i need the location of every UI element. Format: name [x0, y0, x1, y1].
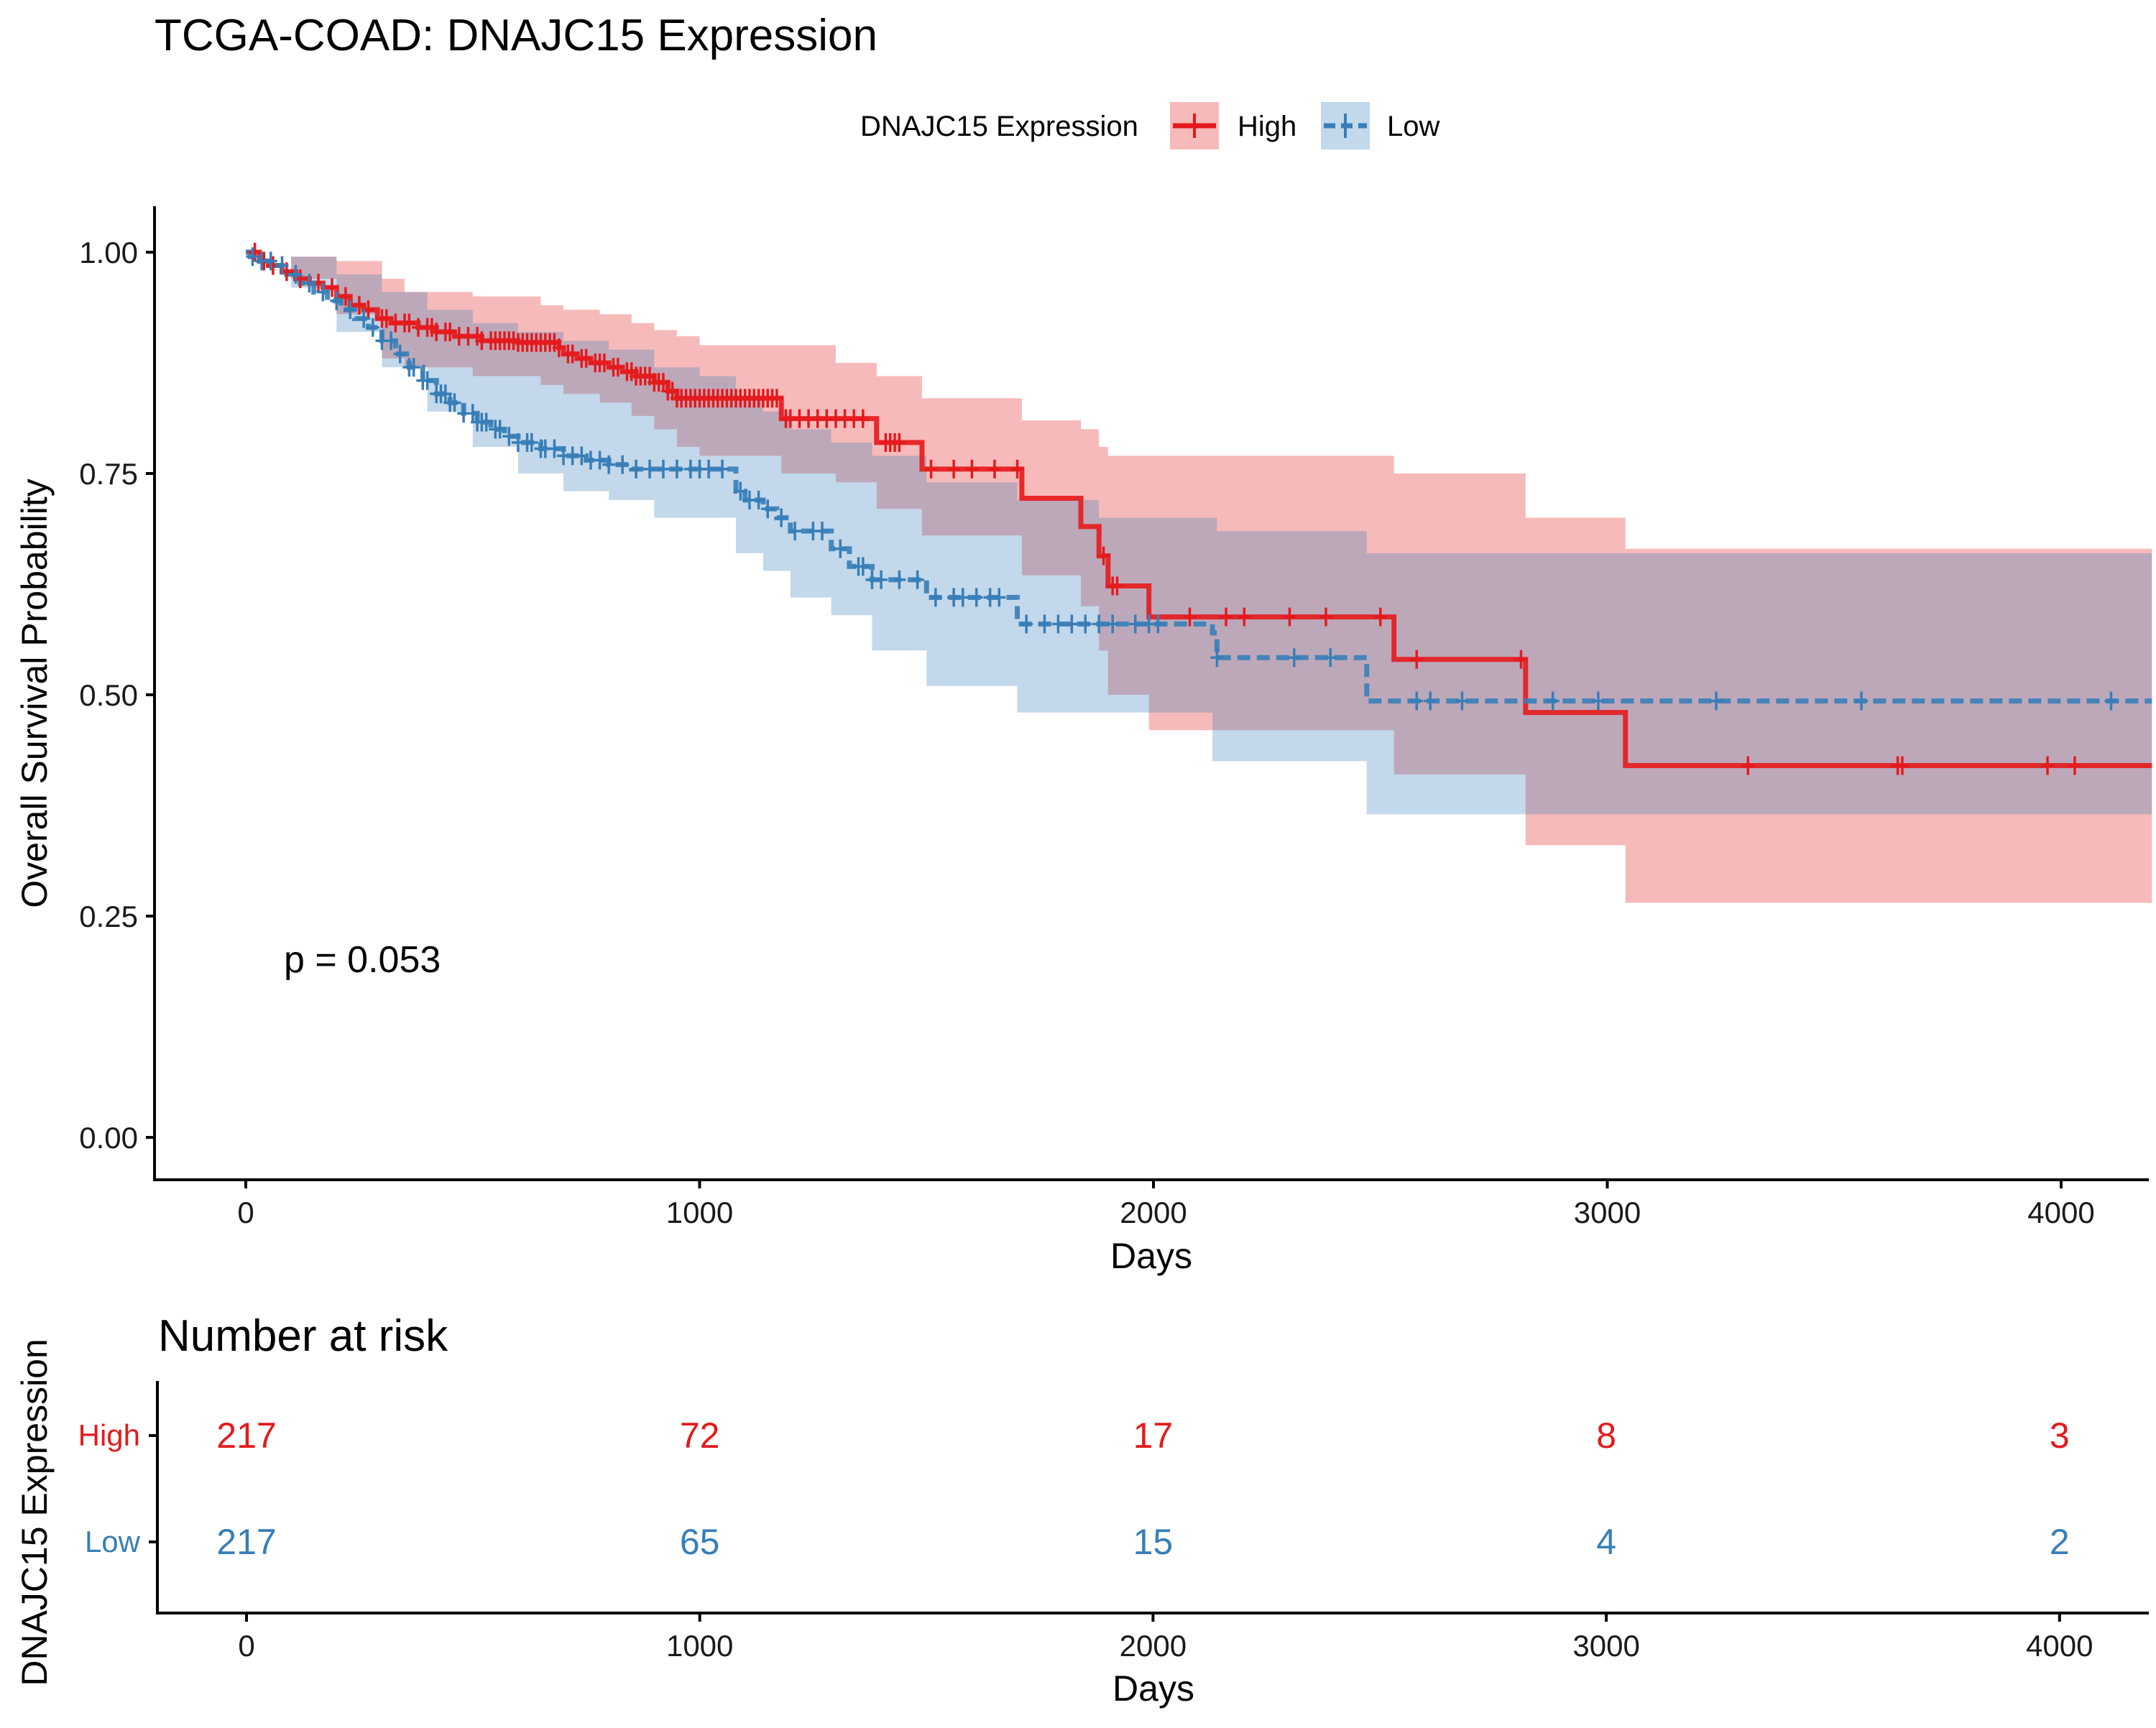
survival-panel: 0.00 0.25 0.50 0.75 1.00 0 1000 2000 3000 4000 D…	[14, 206, 2152, 1276]
risk-count-low: 15	[1133, 1522, 1174, 1562]
risk-x-tick-label: 4000	[2026, 1629, 2093, 1663]
risk-count-low: 217	[216, 1522, 276, 1562]
x-tick-label: 1000	[666, 1196, 733, 1229]
risk-count-low: 2	[2050, 1522, 2070, 1562]
risk-table-title: Number at risk	[158, 1311, 448, 1361]
y-tick-label: 0.50	[79, 678, 138, 712]
x-tick-label: 0	[237, 1196, 254, 1229]
p-value-annotation: p = 0.053	[284, 939, 441, 981]
y-tick-label: 1.00	[79, 236, 138, 269]
risk-count-low: 4	[1596, 1522, 1616, 1562]
risk-x-axis-label: Days	[1112, 1668, 1194, 1709]
risk-x-tick-label: 3000	[1572, 1629, 1639, 1663]
risk-table: Number at risk DNAJC15 Expression High 21…	[14, 1311, 2149, 1709]
risk-count-high: 72	[680, 1415, 720, 1456]
ci-band-high	[246, 252, 2152, 903]
y-tick-label: 0.75	[79, 457, 138, 491]
x-tick-label: 3000	[1574, 1196, 1641, 1229]
risk-count-high: 17	[1133, 1415, 1174, 1456]
y-axis-label: Overall Survival Probability	[14, 479, 55, 907]
y-tick-label: 0.25	[79, 900, 138, 933]
risk-count-high: 3	[2050, 1415, 2070, 1456]
risk-table-rows: High 217 72 17 8 3 Low 217 65 15 4 2	[78, 1415, 2070, 1562]
risk-count-high: 8	[1596, 1415, 1616, 1456]
risk-x-axis-ticks: 0 1000 2000 3000 4000	[238, 1613, 2093, 1663]
legend-key-low	[1321, 102, 1370, 149]
survival-curve-low	[246, 249, 2152, 704]
y-axis-ticks: 0.00 0.25 0.50 0.75 1.00	[79, 236, 155, 1155]
x-axis-ticks: 0 1000 2000 3000 4000	[237, 1180, 2095, 1229]
risk-x-tick-label: 0	[238, 1629, 254, 1663]
legend-key-high	[1170, 102, 1219, 149]
chart-title: TCGA-COAD: DNAJC15 Expression	[155, 11, 877, 60]
risk-row-label-high: High	[78, 1418, 140, 1452]
risk-row-label-low: Low	[85, 1525, 141, 1558]
x-tick-label: 2000	[1120, 1196, 1187, 1229]
legend: DNAJC15 Expression High Low	[860, 102, 1439, 149]
risk-count-low: 65	[680, 1522, 720, 1562]
risk-count-high: 217	[216, 1415, 276, 1456]
legend-title: DNAJC15 Expression	[860, 111, 1138, 142]
censor-marks	[246, 243, 2118, 775]
risk-table-y-label: DNAJC15 Expression	[14, 1339, 55, 1686]
risk-x-tick-label: 2000	[1120, 1629, 1187, 1663]
risk-x-tick-label: 1000	[666, 1629, 733, 1663]
legend-label-high: High	[1238, 111, 1296, 142]
x-tick-label: 4000	[2027, 1196, 2094, 1229]
y-tick-label: 0.00	[79, 1121, 138, 1155]
x-axis-label: Days	[1110, 1236, 1192, 1276]
legend-label-low: Low	[1387, 111, 1439, 142]
